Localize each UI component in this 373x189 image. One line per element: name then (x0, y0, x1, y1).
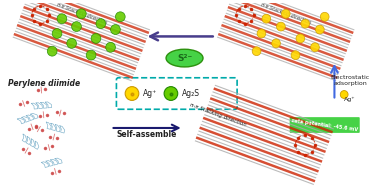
Circle shape (86, 50, 96, 60)
Text: Perylene diimide: Perylene diimide (8, 79, 81, 88)
Circle shape (76, 9, 86, 19)
Circle shape (316, 25, 324, 34)
Circle shape (340, 91, 348, 98)
Text: zeta potential: -45.6 mV: zeta potential: -45.6 mV (291, 118, 358, 132)
Text: Ag₂S: Ag₂S (182, 89, 200, 98)
Circle shape (67, 38, 76, 48)
Circle shape (106, 42, 115, 52)
Text: Ag⁺: Ag⁺ (143, 89, 157, 98)
Circle shape (52, 29, 62, 38)
Circle shape (272, 39, 280, 48)
Text: Ag⁺: Ag⁺ (344, 97, 356, 102)
Text: π-π Stacking direction: π-π Stacking direction (189, 103, 247, 128)
Circle shape (296, 34, 305, 43)
Circle shape (291, 51, 300, 60)
Circle shape (57, 14, 67, 24)
Circle shape (320, 12, 329, 21)
Circle shape (281, 9, 290, 18)
Circle shape (110, 25, 120, 34)
Circle shape (47, 46, 57, 56)
Text: Self-assemble: Self-assemble (116, 130, 177, 139)
Text: π-π Stacking direction: π-π Stacking direction (260, 2, 311, 25)
Circle shape (252, 47, 261, 56)
Text: S²⁻: S²⁻ (177, 54, 192, 63)
Circle shape (262, 14, 271, 23)
Circle shape (276, 22, 285, 31)
Circle shape (96, 19, 106, 29)
Circle shape (91, 33, 101, 43)
Text: π-π Stacking direction: π-π Stacking direction (56, 2, 107, 25)
FancyBboxPatch shape (290, 117, 360, 133)
Circle shape (115, 12, 125, 22)
Circle shape (125, 87, 139, 100)
Circle shape (301, 19, 310, 28)
Circle shape (72, 22, 81, 32)
Text: Electrostatic
adsorption: Electrostatic adsorption (330, 75, 370, 86)
Circle shape (164, 87, 178, 100)
Ellipse shape (166, 49, 203, 67)
Circle shape (257, 29, 266, 38)
Circle shape (311, 43, 319, 52)
